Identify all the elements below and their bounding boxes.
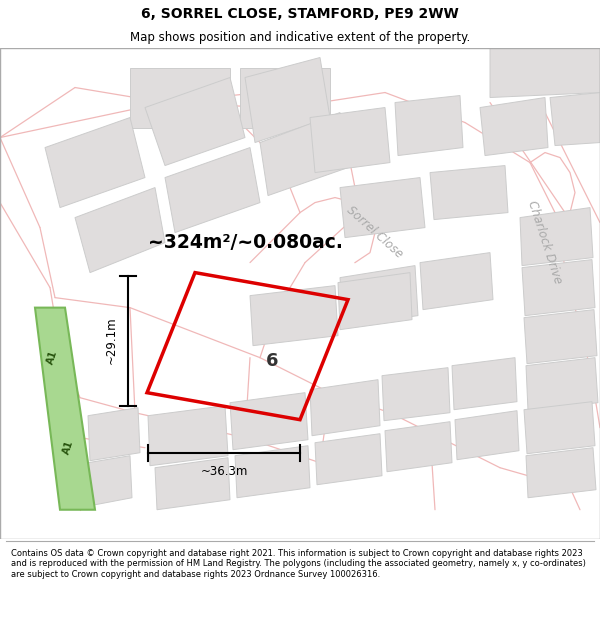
Polygon shape	[480, 98, 548, 156]
Polygon shape	[245, 58, 330, 142]
Polygon shape	[524, 309, 597, 364]
Polygon shape	[550, 92, 600, 146]
Text: Charlock Drive: Charlock Drive	[526, 199, 565, 286]
Polygon shape	[338, 272, 412, 329]
Polygon shape	[340, 266, 418, 326]
Text: ~29.1m: ~29.1m	[105, 317, 118, 364]
Polygon shape	[260, 112, 348, 196]
Polygon shape	[75, 188, 165, 272]
Polygon shape	[526, 448, 596, 498]
Text: 6: 6	[266, 352, 279, 370]
Polygon shape	[430, 166, 508, 219]
Polygon shape	[395, 96, 463, 156]
Polygon shape	[340, 177, 425, 238]
Polygon shape	[35, 308, 95, 510]
Polygon shape	[420, 253, 493, 309]
Text: Map shows position and indicative extent of the property.: Map shows position and indicative extent…	[130, 31, 470, 44]
Polygon shape	[145, 78, 245, 166]
Polygon shape	[385, 422, 452, 472]
Polygon shape	[524, 402, 595, 454]
Polygon shape	[520, 208, 593, 266]
Polygon shape	[235, 446, 310, 498]
Text: 6, SORREL CLOSE, STAMFORD, PE9 2WW: 6, SORREL CLOSE, STAMFORD, PE9 2WW	[141, 8, 459, 21]
Text: ~36.3m: ~36.3m	[200, 465, 248, 478]
Polygon shape	[130, 68, 230, 128]
Polygon shape	[315, 434, 382, 485]
Text: Sorrel Close: Sorrel Close	[344, 204, 406, 261]
Polygon shape	[165, 148, 260, 232]
Polygon shape	[310, 107, 390, 172]
Text: Contains OS data © Crown copyright and database right 2021. This information is : Contains OS data © Crown copyright and d…	[11, 549, 586, 579]
Polygon shape	[250, 286, 338, 346]
Polygon shape	[240, 68, 330, 128]
Polygon shape	[526, 357, 598, 411]
Polygon shape	[522, 259, 595, 316]
Polygon shape	[88, 456, 132, 506]
Polygon shape	[490, 48, 600, 98]
Text: ~324m²/~0.080ac.: ~324m²/~0.080ac.	[148, 233, 343, 252]
Polygon shape	[382, 368, 450, 421]
Polygon shape	[452, 357, 517, 409]
Polygon shape	[148, 406, 228, 466]
Polygon shape	[455, 411, 519, 460]
Text: A1: A1	[45, 349, 59, 366]
Polygon shape	[88, 408, 140, 461]
Polygon shape	[45, 118, 145, 208]
Polygon shape	[230, 392, 308, 450]
Polygon shape	[155, 458, 230, 510]
Text: A1: A1	[61, 439, 75, 456]
Polygon shape	[310, 379, 380, 436]
